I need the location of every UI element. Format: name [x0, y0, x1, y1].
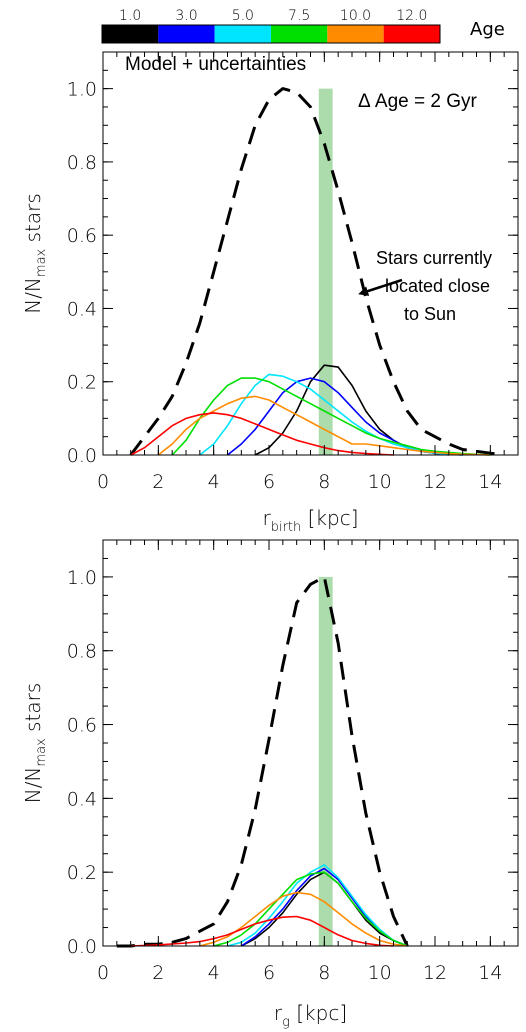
x-tick-label: 12 — [423, 962, 447, 984]
x-tick-label: 2 — [152, 962, 164, 984]
highlight-band — [318, 576, 333, 946]
colorbar-segment — [214, 25, 271, 43]
colorbar-label: 5.0 — [232, 8, 254, 24]
x-tick-label: 6 — [263, 471, 275, 493]
y-tick-label: 0.2 — [67, 862, 97, 884]
colorbar-label: 3.0 — [175, 8, 197, 24]
x-tick-label: 4 — [208, 471, 220, 493]
x-tick-label: 14 — [478, 962, 502, 984]
y-tick-label: 1.0 — [67, 79, 97, 101]
panel-top: 0 2 4 6 8 10 12 14 0.0 0.2 0.4 0.6 0.8 1.0 rbirth [kpc… — [21, 51, 519, 535]
colorbar-label: 7.5 — [288, 8, 310, 24]
arrow-text-line3: to Sun — [404, 304, 456, 324]
colorbar-segment — [383, 25, 440, 43]
colorbar-segment — [102, 25, 159, 43]
series-line — [254, 364, 449, 456]
series-line-total-dashed — [129, 87, 505, 457]
y-axis-label: N/Nmax stars — [21, 193, 49, 314]
colorbar-label: 12.0 — [396, 8, 427, 24]
annotation-arrow — [358, 278, 403, 296]
y-tick-label: 0.0 — [67, 445, 97, 467]
delta-age-label: Δ Age = 2 Gyr — [358, 91, 478, 112]
series-line — [199, 891, 408, 947]
plot-frame — [102, 539, 519, 947]
x-tick-label: 8 — [318, 962, 330, 984]
y-axis-label: N/Nmax stars — [21, 683, 49, 804]
colorbar-segment — [158, 25, 215, 43]
colorbar-title: Age — [470, 19, 505, 40]
x-tick-label: 0 — [97, 962, 109, 984]
x-tick-label: 4 — [208, 962, 220, 984]
y-tick-label: 0.0 — [67, 936, 97, 958]
x-tick-label: 14 — [478, 471, 502, 493]
y-tick-label: 1.0 — [67, 567, 97, 589]
series-line — [130, 412, 394, 456]
panel-bottom: 0 2 4 6 8 10 12 14 0.0 0.2 0.4 0.6 0.8 1.0 rg [kpc] N/N… — [21, 539, 519, 1030]
x-tick-label: 2 — [152, 471, 164, 493]
series-line — [227, 863, 408, 947]
x-tick-label: 6 — [263, 962, 275, 984]
arrow-text-line1: Stars currently — [376, 248, 492, 268]
x-tick-label: 10 — [368, 962, 392, 984]
highlight-band — [318, 88, 333, 456]
y-tick-label: 0.8 — [67, 641, 97, 663]
arrow-text-line2: located close — [385, 276, 490, 296]
x-tick-label: 0 — [97, 471, 109, 493]
x-tick-label: 12 — [423, 471, 447, 493]
y-tick-label: 0.6 — [67, 225, 97, 247]
x-tick-label: 8 — [318, 471, 330, 493]
y-tick-label: 0.6 — [67, 715, 97, 737]
colorbar-segment — [271, 25, 328, 43]
series-line — [130, 915, 394, 947]
y-tick-label: 0.2 — [67, 372, 97, 394]
y-tick-label: 0.8 — [67, 152, 97, 174]
series-line — [171, 377, 491, 456]
y-tick-label: 0.4 — [67, 298, 97, 320]
colorbar-segment — [327, 25, 384, 43]
model-label: Model + uncertainties — [125, 54, 306, 75]
colorbar: 1.0 3.0 5.0 7.5 10.0 12.0 Age — [101, 8, 505, 44]
x-axis-label: rg [kpc] — [274, 1001, 347, 1030]
x-tick-label: 10 — [368, 471, 392, 493]
colorbar-label: 10.0 — [340, 8, 371, 24]
series-line — [213, 871, 408, 947]
series-line-total-dashed — [116, 575, 409, 948]
colorbar-label: 1.0 — [119, 8, 141, 24]
x-axis-label: rbirth [kpc] — [262, 506, 358, 535]
y-tick-label: 0.4 — [67, 788, 97, 810]
colorbar-frame — [101, 24, 441, 44]
